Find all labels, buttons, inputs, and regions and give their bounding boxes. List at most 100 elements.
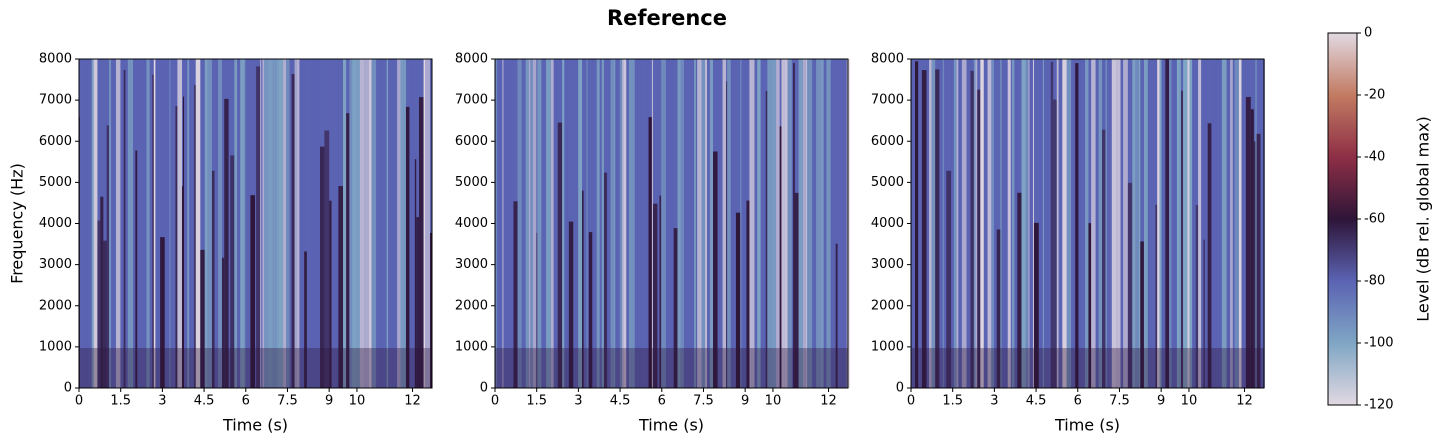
y-axis-label: Frequency (Hz) (8, 163, 27, 284)
spectrogram-stripe (240, 59, 245, 388)
y-tick-label: 3000 (871, 257, 904, 272)
spectrogram-stripe (289, 59, 292, 388)
colorbar (1327, 32, 1358, 406)
spectrogram-stripe (551, 59, 554, 388)
spectrogram-stripe (416, 217, 419, 388)
spectrogram-stripe (1001, 59, 1006, 388)
x-axis-label: Time (s) (638, 416, 704, 435)
spectrogram-stripe (791, 59, 794, 388)
spectrogram-stripe (386, 59, 389, 388)
spectrogram-stripe (79, 116, 81, 389)
y-tick-label: 6000 (455, 134, 488, 149)
spectrogram-stripe (1080, 59, 1086, 388)
spectrogram-stripe (722, 59, 727, 388)
spectrogram-stripe (316, 59, 320, 388)
spectrogram-stripe (171, 59, 176, 388)
spectrogram-stripe (294, 59, 297, 388)
y-tick-label: 7000 (455, 93, 488, 108)
spectrogram-stripe (207, 59, 212, 388)
spectrogram-stripe (1234, 59, 1239, 388)
spectrogram-stripe (1032, 59, 1034, 388)
spectrogram-stripe (1138, 59, 1141, 388)
spectrogram-stripe (272, 59, 277, 388)
spectrogram-stripe (184, 59, 188, 388)
spectrogram-stripe (499, 59, 503, 388)
spectrogram-stripe (1016, 59, 1018, 388)
spectrogram-stripe (1238, 59, 1242, 388)
spectrogram-stripe (1157, 59, 1160, 388)
spectrogram-stripe (329, 200, 332, 388)
spectrogram-stripe (1230, 59, 1233, 388)
spectrogram-stripe (546, 59, 552, 388)
spectrogram-stripe (306, 59, 311, 388)
spectrogram-stripe (130, 59, 134, 388)
spectrogram-stripe (517, 59, 522, 388)
spectrogram-stripe (1232, 59, 1235, 388)
spectrogram-stripe (331, 59, 337, 388)
spectrogram-stripe (137, 59, 141, 388)
y-tick-label: 5000 (455, 175, 488, 190)
x-tick-label: 6 (242, 394, 250, 409)
spectrogram-stripe (578, 59, 583, 388)
spectrogram-stripe (143, 59, 147, 388)
spectrogram-stripe (418, 97, 424, 388)
y-tick-label: 2000 (871, 298, 904, 313)
spectrogram-stripe (497, 59, 500, 388)
spectrogram-stripe (237, 59, 241, 388)
spectrogram-stripe (224, 98, 229, 389)
spectrogram-stripe (918, 59, 922, 388)
spectrogram-stripe (626, 59, 629, 388)
spectrogram-stripe (1011, 59, 1015, 388)
spectrogram-stripe (152, 74, 154, 388)
spectrogram-stripe (91, 59, 94, 388)
spectrogram-stripe (157, 59, 161, 388)
spectrogram-stripe (794, 192, 799, 388)
spectrogram-stripe (397, 59, 401, 388)
spectrogram-stripe (640, 59, 646, 388)
spectrogram-stripe (934, 59, 936, 388)
spectrogram-stripe (349, 59, 353, 388)
spectrogram-stripe (787, 59, 792, 388)
spectrogram-stripe (966, 59, 971, 388)
y-tick-label: 8000 (455, 52, 488, 67)
spectrogram-stripe (784, 59, 788, 388)
spectrogram-stripe (619, 59, 623, 388)
spectrogram-stripe (106, 125, 109, 388)
spectrogram-stripe (690, 59, 694, 388)
spectrogram-stripe (368, 59, 372, 388)
spectrogram-stripe (610, 59, 614, 388)
spectrogram-stripe (537, 59, 542, 388)
y-tick-label: 5000 (871, 175, 904, 190)
spectrogram-stripe (1187, 59, 1190, 388)
spectrogram-stripe (622, 59, 624, 388)
spectrogram-stripe (146, 59, 150, 388)
spectrogram-stripe (1028, 59, 1030, 388)
spectrogram-stripe (249, 59, 251, 388)
spectrogram-stripe (296, 59, 300, 388)
x-tick-label: 9 (325, 394, 333, 409)
spectrogram-stripe (255, 59, 257, 388)
spectrogram-stripe (382, 59, 387, 388)
spectrogram-stripe (592, 59, 595, 388)
spectrogram-stripe (503, 59, 508, 388)
spectrogram-stripe (221, 257, 225, 388)
spectrogram-stripe (513, 201, 518, 388)
spectrogram-stripe (1071, 59, 1074, 388)
y-tick-label: 8000 (871, 52, 904, 67)
spectrogram-stripe (405, 106, 410, 389)
spectrogram-stripe (359, 59, 365, 388)
spectrogram-stripe (261, 59, 263, 388)
spectrogram-stripe (267, 59, 273, 388)
spectrogram-stripe (264, 59, 268, 388)
spectrogram-stripe (541, 59, 547, 388)
spectrogram-stripe (1088, 223, 1092, 388)
spectrogram-stripe (319, 146, 325, 388)
spectrogram-stripe (1211, 59, 1217, 388)
spectrogram-stripe (525, 59, 529, 388)
spectrogram-stripe (1105, 59, 1108, 388)
spectrogram-stripe (430, 232, 433, 388)
spectrogram-stripe (1116, 59, 1121, 388)
spectrogram-stripe (299, 59, 305, 388)
spectrogram-stripe (260, 59, 262, 388)
spectrogram-stripe (403, 59, 406, 388)
